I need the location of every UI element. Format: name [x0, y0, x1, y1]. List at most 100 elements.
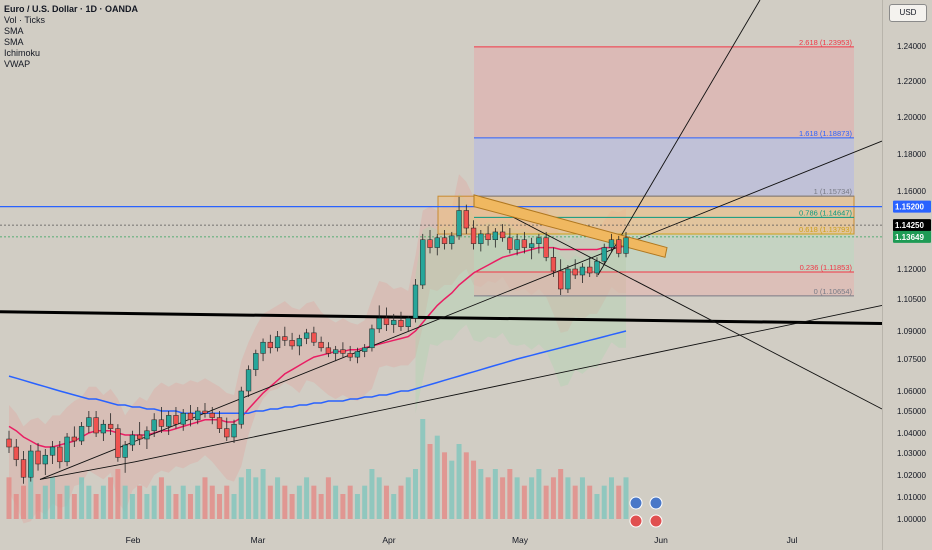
candle-body [202, 410, 208, 414]
candle-body [42, 454, 48, 465]
major-trendline [0, 310, 883, 326]
volume-bar [238, 477, 244, 519]
y-tick-label: 1.07500 [897, 355, 926, 364]
cloud-bearish [9, 174, 626, 524]
y-tick-label: 1.12000 [897, 265, 926, 274]
candle-body [238, 390, 244, 425]
candle-body [253, 353, 259, 370]
candle-body [623, 237, 629, 254]
volume-bar [579, 477, 585, 519]
candle-body [86, 417, 92, 427]
volume-bar [354, 494, 360, 519]
candle-body [71, 436, 77, 442]
candle-body [57, 446, 63, 463]
volume-bar [21, 485, 27, 519]
candle-body [499, 231, 506, 239]
volume-bar [296, 485, 302, 519]
candle-body [514, 239, 520, 250]
volume-bar [369, 469, 375, 519]
volume-bar [275, 477, 281, 519]
candle-body [20, 459, 27, 478]
volume-bar [304, 477, 310, 519]
volume-bar [209, 485, 215, 519]
volume-bar [217, 494, 223, 519]
currency-button[interactable]: USD [889, 4, 927, 22]
volume-bar [420, 419, 426, 519]
candle-body [209, 412, 215, 418]
price-tag-label: 1.14250 [895, 221, 924, 230]
event-us-icon [629, 514, 643, 528]
legend-sma-2[interactable]: SMA [4, 37, 24, 47]
candle-body [216, 417, 223, 429]
candle-body [100, 423, 107, 434]
price-axis-background [883, 0, 932, 550]
sma-fast-line [8, 244, 627, 448]
volume-bar [231, 494, 237, 519]
volume-bar [543, 485, 549, 519]
candle-body [28, 450, 34, 478]
fib-level-label: 0.786 (1.14647) [799, 208, 852, 217]
volume-bar [449, 460, 455, 519]
volume-bar [529, 477, 535, 519]
volume-bar [383, 485, 389, 519]
candle-body [507, 237, 513, 250]
candle-body [267, 341, 273, 349]
base-trendline [39, 461, 136, 480]
volume-bar [93, 494, 99, 519]
candle-body [137, 434, 143, 440]
legend-sma-1[interactable]: SMA [4, 26, 24, 36]
cloud-bullish [415, 192, 626, 414]
candle-body [231, 423, 237, 438]
price-axis-separator [882, 0, 883, 550]
x-tick-label: Apr [382, 535, 395, 545]
volume-bar [267, 485, 273, 519]
price-tag-label: 1.13649 [895, 233, 924, 242]
volume-bar [57, 494, 63, 519]
candle-body [173, 415, 179, 425]
volume-bar [260, 469, 266, 519]
event-us-icon [649, 514, 663, 528]
fib-level-label: 0 (1.10654) [814, 287, 853, 296]
price-tag-label: 1.15200 [895, 203, 924, 212]
fib-level-label: 1 (1.15734) [814, 187, 853, 196]
volume-bar [35, 494, 41, 519]
volume-bar [601, 485, 607, 519]
volume-bar [442, 452, 448, 519]
candle-body [303, 332, 310, 339]
candle-body [536, 237, 542, 244]
falling-trendline [473, 196, 883, 410]
volume-bar [282, 485, 288, 519]
candle-body [122, 444, 128, 458]
candle-body [224, 428, 230, 438]
ichimoku-cloud [9, 174, 626, 524]
candle-body [492, 231, 498, 240]
volume-bar [137, 485, 143, 519]
candle-body [195, 410, 201, 421]
volume-bar [6, 477, 12, 519]
volume-bar [224, 485, 230, 519]
candle-body [608, 239, 615, 248]
candle-body [35, 450, 41, 465]
volume-bar [427, 444, 433, 519]
legend-vwap[interactable]: VWAP [4, 59, 31, 69]
candle-body [362, 347, 368, 352]
candle-body [434, 237, 440, 248]
candle-body [347, 353, 353, 358]
volume-bar [289, 494, 295, 519]
volume-bar [550, 477, 556, 519]
candle-body [558, 270, 564, 290]
candle-body [64, 436, 70, 463]
y-tick-label: 1.18000 [897, 150, 926, 159]
legend-volume[interactable]: Vol · Ticks [4, 15, 46, 25]
price-axis: 1.24000 1.22000 1.20000 1.18000 1.16000 1.120… [883, 0, 932, 550]
candle-body [572, 268, 578, 276]
volume-bar [492, 469, 498, 519]
volume-bar [478, 469, 484, 519]
candle-body [412, 284, 419, 319]
volume-bar [100, 485, 106, 519]
sma-slow-line [8, 330, 627, 414]
candle-body [107, 423, 114, 429]
candle-body [354, 351, 361, 358]
legend-ichimoku[interactable]: Ichimoku [4, 48, 41, 58]
